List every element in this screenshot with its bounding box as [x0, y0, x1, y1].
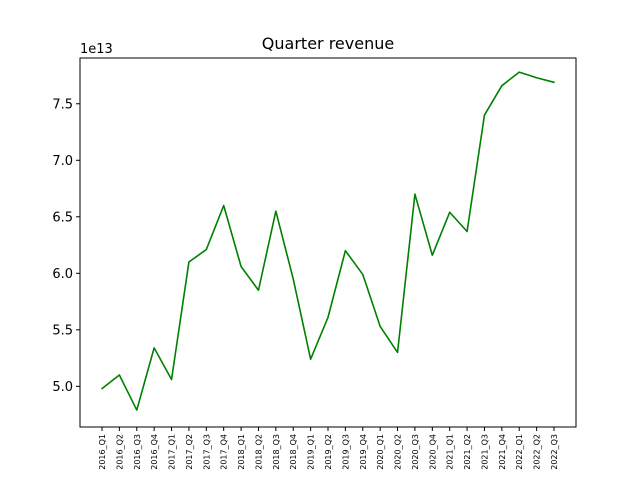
y-tick-label: 6.5	[52, 210, 73, 225]
x-tick-label: 2020_Q4	[428, 434, 437, 470]
y-tick-label: 7.5	[52, 97, 73, 112]
x-tick-label: 2019_Q1	[307, 434, 316, 470]
x-tick-label: 2021_Q1	[446, 434, 455, 470]
chart-title: Quarter revenue	[262, 34, 394, 53]
x-tick-label: 2019_Q4	[359, 434, 368, 470]
y-tick-label: 5.5	[52, 323, 73, 338]
y-tick-label: 5.0	[52, 380, 73, 395]
x-tick-label: 2016_Q2	[115, 434, 124, 470]
x-tick-label: 2020_Q3	[411, 434, 420, 470]
x-tick-label: 2018_Q3	[272, 434, 281, 470]
x-tick-label: 2022_Q2	[533, 434, 542, 470]
x-tick-label: 2019_Q3	[341, 434, 350, 470]
y-tick-label: 6.0	[52, 267, 73, 282]
x-tick-label: 2017_Q1	[168, 434, 177, 470]
series-line	[101, 71, 555, 411]
x-tick-label: 2020_Q2	[394, 434, 403, 470]
plot-area: 5.0 5.5 6.0 6.5 7.0 7.5 2016_Q1 2016_Q2 2016_Q3 2…	[52, 71, 559, 470]
x-tick-label: 2017_Q4	[220, 434, 229, 470]
x-tick-label: 2018_Q2	[254, 434, 263, 470]
x-tick-label: 2016_Q3	[133, 434, 142, 470]
x-tick-label: 2020_Q1	[376, 434, 385, 470]
x-tick-label: 2016_Q1	[98, 434, 107, 470]
x-tick-label: 2022_Q1	[515, 434, 524, 470]
x-tick-label: 2021_Q4	[498, 434, 507, 470]
x-tick-label: 2017_Q2	[185, 434, 194, 470]
y-axis-offset-label: 1e13	[80, 42, 113, 57]
x-tick-label: 2021_Q3	[480, 434, 489, 470]
x-tick-label: 2017_Q3	[202, 434, 211, 470]
x-tick-label: 2018_Q1	[237, 434, 246, 470]
x-tick-label: 2021_Q2	[463, 434, 472, 470]
y-tick-label: 7.0	[52, 154, 73, 169]
plot-frame	[79, 57, 577, 428]
x-tick-label: 2016_Q4	[150, 434, 159, 470]
x-tick-label: 2022_Q3	[550, 434, 559, 470]
x-tick-label: 2018_Q4	[289, 434, 298, 470]
x-tick-label: 2019_Q2	[324, 434, 333, 470]
